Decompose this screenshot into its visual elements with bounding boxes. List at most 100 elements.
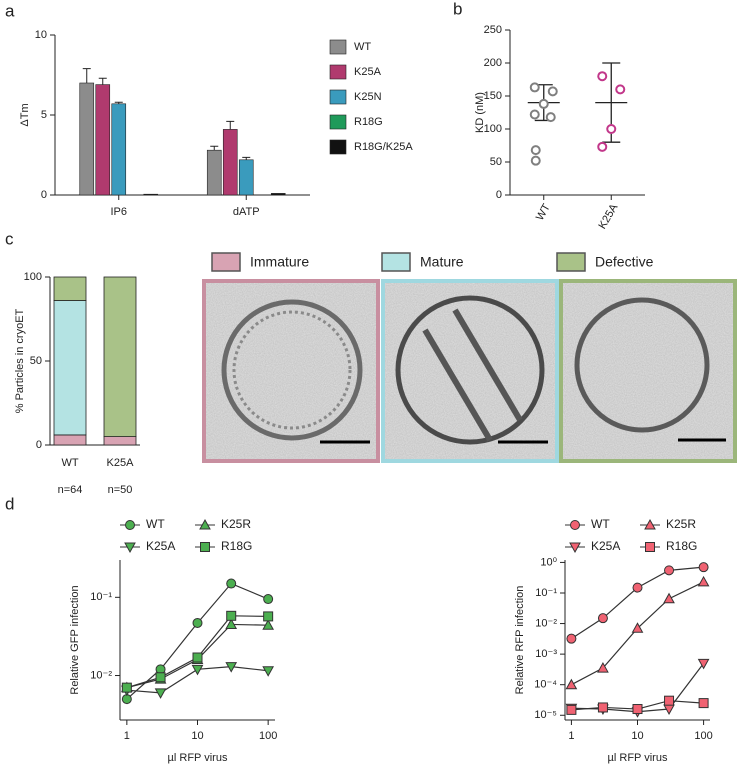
y-tick-label: 200 xyxy=(484,57,502,69)
data-point xyxy=(547,86,558,97)
bar-segment xyxy=(103,436,137,446)
bar xyxy=(95,84,111,196)
y-tick-label: 10 xyxy=(35,29,47,41)
marker xyxy=(226,610,237,621)
marker xyxy=(191,664,204,676)
marker xyxy=(698,698,709,709)
legend-swatch xyxy=(329,139,347,155)
marker xyxy=(154,688,167,699)
legend-label: K25A xyxy=(591,539,620,553)
marker xyxy=(631,622,644,633)
y-tick-label: 0 xyxy=(496,189,502,201)
data-point xyxy=(529,109,540,120)
panel-label: c xyxy=(5,229,14,248)
bar xyxy=(222,129,238,196)
marker xyxy=(663,592,675,604)
data-point xyxy=(597,71,608,82)
marker xyxy=(192,652,203,663)
marker xyxy=(664,695,675,706)
y-tick-label: 0 xyxy=(36,439,42,451)
x-axis-label: µl RFP virus xyxy=(168,752,228,764)
marker xyxy=(155,672,166,683)
marker xyxy=(597,613,608,624)
y-tick-label: 5 xyxy=(41,109,47,121)
legend-label: R18G/K25A xyxy=(354,141,413,153)
marker xyxy=(697,575,710,587)
legend-label: K25A xyxy=(354,66,382,78)
legend-swatch xyxy=(329,64,347,80)
error-bar xyxy=(210,145,219,151)
marker xyxy=(263,594,274,605)
y-axis-label: Relative RFP infection xyxy=(514,586,526,695)
core xyxy=(422,308,523,442)
y-tick-label: 10⁻² xyxy=(90,669,112,681)
data-point xyxy=(597,141,608,152)
legend-swatch xyxy=(329,39,347,55)
y-tick-label: 10⁻³ xyxy=(535,648,557,660)
legend-swatch xyxy=(329,114,347,130)
marker xyxy=(697,658,710,670)
marker xyxy=(566,633,577,644)
marker xyxy=(262,619,275,630)
marker xyxy=(121,682,132,693)
particle xyxy=(221,299,363,441)
x-tick-label: dATP xyxy=(233,206,260,218)
marker xyxy=(597,702,608,713)
panel-label: b xyxy=(453,0,462,18)
y-tick-label: 150 xyxy=(484,90,502,102)
data-point xyxy=(615,84,626,95)
texture xyxy=(385,283,555,459)
y-axis-label: KD (nM) xyxy=(474,92,486,133)
legend-swatch xyxy=(329,89,347,105)
y-tick-label: 250 xyxy=(484,24,502,36)
marker xyxy=(698,562,709,573)
y-axis-label: % Particles in cryoET xyxy=(14,308,26,413)
marker xyxy=(192,617,203,628)
bar-segment xyxy=(53,434,87,446)
y-axis-label: ΔTm xyxy=(19,103,31,126)
error-bar xyxy=(242,156,251,160)
marker xyxy=(125,520,135,530)
x-tick-label: 100 xyxy=(694,730,712,742)
legend-swatch xyxy=(381,252,411,272)
legend-label: R18G xyxy=(666,539,697,553)
y-tick-label: 10⁻¹ xyxy=(90,591,112,603)
marker xyxy=(225,618,238,629)
x-tick-label: 10 xyxy=(631,730,643,742)
error-bar xyxy=(226,120,235,130)
panel-label: d xyxy=(5,494,14,513)
x-tick-label: 1 xyxy=(568,730,574,742)
x-tick-label: WT xyxy=(61,457,78,469)
y-tick-label: 50 xyxy=(490,156,502,168)
y-tick-label: 50 xyxy=(30,355,42,367)
data-point xyxy=(530,145,541,156)
data-point xyxy=(529,82,540,93)
bar xyxy=(206,149,222,196)
legend-label: Defective xyxy=(595,254,654,270)
marker xyxy=(565,678,578,690)
legend-label: K25N xyxy=(354,91,382,103)
marker xyxy=(664,565,675,576)
legend-label: R18G xyxy=(221,539,252,553)
bar xyxy=(79,82,95,196)
y-tick-label: 10⁻² xyxy=(535,617,557,629)
legend-swatch xyxy=(556,252,586,272)
marker xyxy=(570,520,580,530)
legend-label: Immature xyxy=(250,254,309,270)
marker xyxy=(566,704,577,715)
legend-label: K25R xyxy=(221,517,251,531)
legend-label: WT xyxy=(146,517,165,531)
marker xyxy=(263,611,274,622)
marker xyxy=(645,542,655,552)
bar-segment xyxy=(103,276,137,438)
marker xyxy=(632,704,643,715)
bar-segment xyxy=(53,276,87,301)
legend-label: R18G xyxy=(354,116,383,128)
x-tick-label: 1 xyxy=(124,730,130,742)
data-point xyxy=(530,155,541,166)
x-tick-label: 100 xyxy=(259,730,277,742)
annotation: n=50 xyxy=(108,484,133,496)
legend-swatch xyxy=(211,252,241,272)
marker xyxy=(644,518,656,530)
panel-label: a xyxy=(5,1,15,20)
